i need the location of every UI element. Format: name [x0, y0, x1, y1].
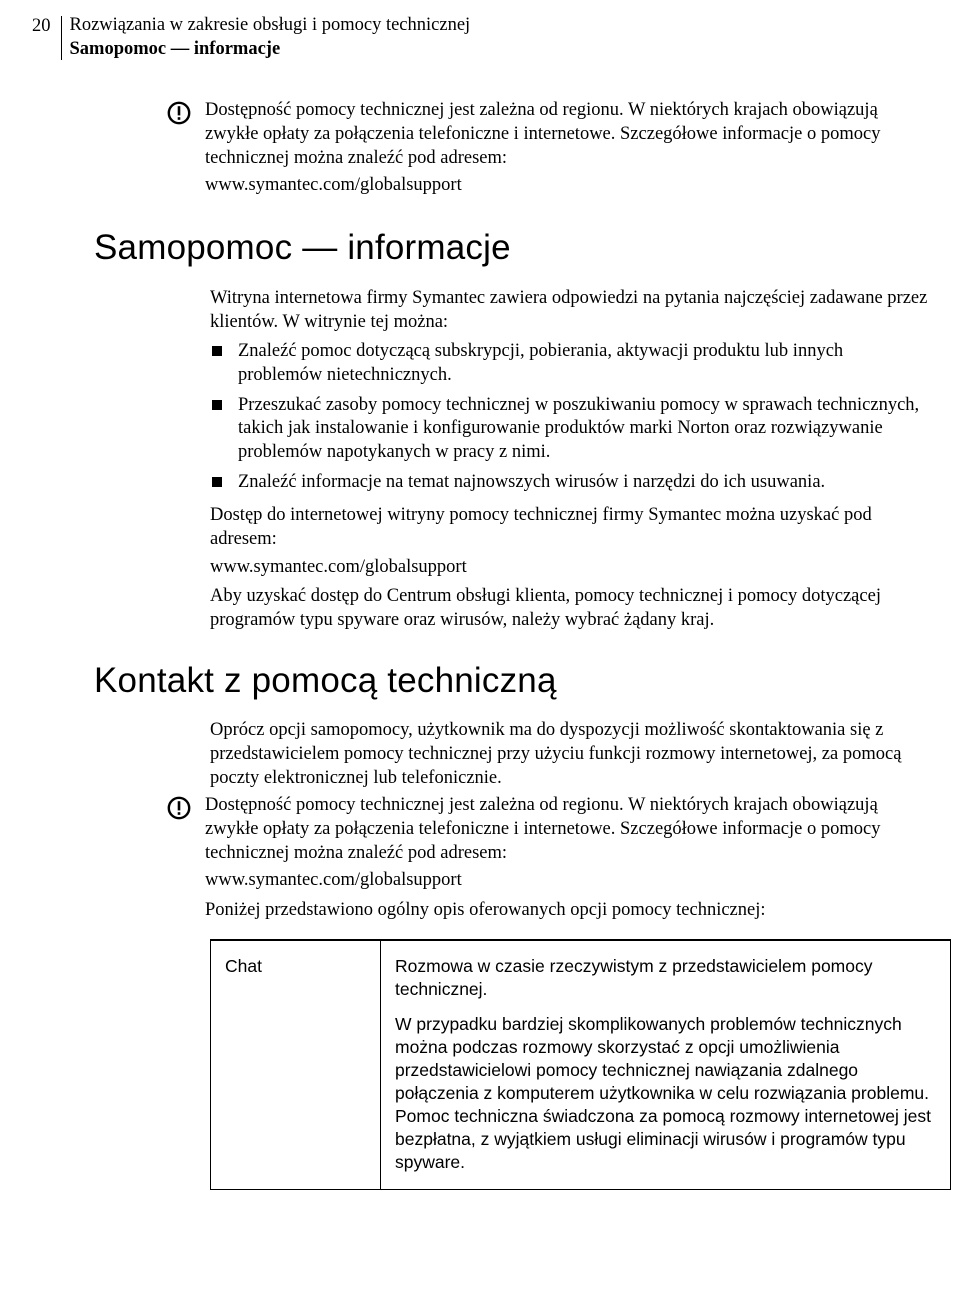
table-row: Chat Rozmowa w czasie rzeczywistym z prz…	[211, 940, 951, 1189]
section-1-body: Witryna internetowa firmy Symantec zawie…	[210, 287, 928, 633]
header-divider	[61, 16, 62, 60]
bullet-item: Przeszukać zasoby pomocy technicznej w p…	[210, 394, 928, 465]
warning-2-text: Dostępność pomocy technicznej jest zależ…	[205, 794, 928, 865]
section-1-bullet-list: Znaleźć pomoc dotyczącą subskrypcji, pob…	[210, 340, 928, 494]
page-number: 20	[32, 14, 51, 39]
section-heading-samopomoc: Samopomoc — informacje	[94, 226, 928, 271]
page-header: 20 Rozwiązania w zakresie obsługi i pomo…	[32, 14, 928, 61]
table-cell-desc: Rozmowa w czasie rzeczywistym z przedsta…	[381, 940, 951, 1189]
table-desc-1: Rozmowa w czasie rzeczywistym z przedsta…	[395, 955, 936, 1001]
section-1-url: www.symantec.com/globalsupport	[210, 556, 928, 580]
section-1-intro: Witryna internetowa firmy Symantec zawie…	[210, 287, 928, 334]
warning-body-2: Dostępność pomocy technicznej jest zależ…	[205, 794, 928, 924]
warning-block-2: Dostępność pomocy technicznej jest zależ…	[167, 794, 928, 924]
table-cell-label: Chat	[211, 940, 381, 1189]
warning-2-url: www.symantec.com/globalsupport	[205, 869, 928, 893]
header-line-1: Rozwiązania w zakresie obsługi i pomocy …	[70, 14, 471, 38]
support-options-table: Chat Rozmowa w czasie rzeczywistym z prz…	[210, 939, 951, 1190]
section-1-para-after-list: Dostęp do internetowej witryny pomocy te…	[210, 504, 928, 551]
warning-1-text: Dostępność pomocy technicznej jest zależ…	[205, 99, 928, 170]
section-heading-kontakt: Kontakt z pomocą techniczną	[94, 659, 928, 704]
bullet-item: Znaleźć pomoc dotyczącą subskrypcji, pob…	[210, 340, 928, 387]
warning-block-1: Dostępność pomocy technicznej jest zależ…	[167, 99, 928, 200]
bullet-item: Znaleźć informacje na temat najnowszych …	[210, 471, 928, 495]
section-2-para1-wrap: Oprócz opcji samopomocy, użytkownik ma d…	[210, 719, 928, 790]
warning-body-1: Dostępność pomocy technicznej jest zależ…	[205, 99, 928, 200]
section-1-last-para: Aby uzyskać dostęp do Centrum obsługi kl…	[210, 585, 928, 632]
section-2-para1: Oprócz opcji samopomocy, użytkownik ma d…	[210, 719, 928, 790]
page: 20 Rozwiązania w zakresie obsługi i pomo…	[0, 0, 960, 1315]
warning-1-url: www.symantec.com/globalsupport	[205, 174, 928, 198]
header-text: Rozwiązania w zakresie obsługi i pomocy …	[70, 14, 471, 61]
warning-icon	[167, 101, 191, 127]
header-line-2: Samopomoc — informacje	[70, 38, 471, 62]
section-2-para2: Poniżej przedstawiono ogólny opis oferow…	[205, 899, 928, 923]
table-desc-2: W przypadku bardziej skomplikowanych pro…	[395, 1013, 936, 1175]
warning-icon	[167, 796, 191, 822]
